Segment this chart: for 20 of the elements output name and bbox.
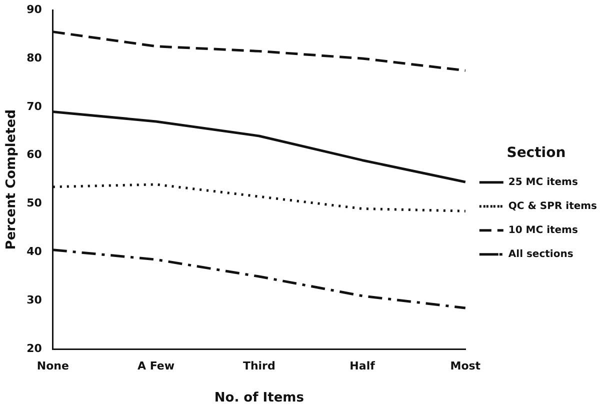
y-tick-label: 80: [26, 51, 42, 64]
x-tick-label: Most: [450, 360, 481, 373]
y-tick-label: 70: [26, 100, 42, 113]
y-tick-label: 30: [26, 294, 42, 307]
y-tick-label: 40: [26, 245, 42, 258]
y-axis-title: Percent Completed: [4, 109, 20, 250]
y-tick-label: 50: [26, 196, 42, 210]
legend-label: QC & SPR items: [508, 200, 598, 212]
x-tick-label: A Few: [138, 360, 175, 373]
x-tick-label: None: [36, 360, 69, 373]
legend-label: 10 MC items: [508, 224, 578, 236]
y-tick-label: 90: [26, 2, 42, 16]
legend-title: Section: [506, 145, 566, 162]
x-tick-label: Half: [350, 360, 376, 373]
x-axis-title: No. of Items: [214, 390, 304, 406]
y-tick-label: 60: [26, 148, 42, 162]
y-tick-label: 20: [26, 342, 42, 356]
legend-label: 25 MC items: [508, 176, 578, 188]
legend-label: All sections: [508, 248, 574, 260]
x-tick-label: Third: [242, 360, 276, 373]
